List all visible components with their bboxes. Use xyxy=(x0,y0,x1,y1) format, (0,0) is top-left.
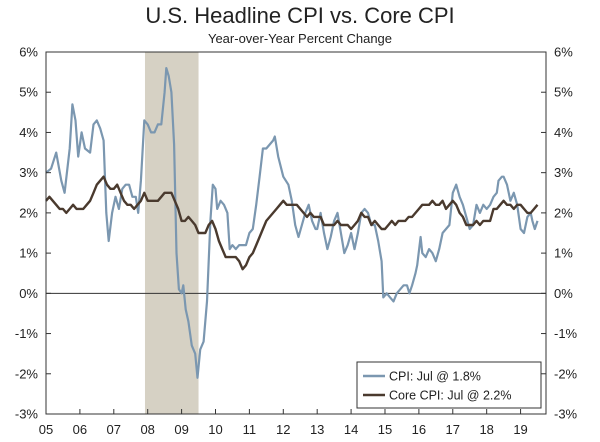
y-tick-label-left: 3% xyxy=(19,165,38,180)
x-tick-label: 13 xyxy=(310,422,324,437)
ticks-layer: -3% -3% -2% -2% -1% -1% 0% 0% 1% 1% 2% 2% 3% 3% 4% 4% 5%… xyxy=(15,45,578,438)
chart-subtitle: Year-over-Year Percent Change xyxy=(207,31,393,46)
x-tick-label: 07 xyxy=(107,422,121,437)
x-tick-label: 14 xyxy=(344,422,358,437)
x-tick-label: 17 xyxy=(446,422,460,437)
chart-title: U.S. Headline CPI vs. Core CPI xyxy=(145,3,455,28)
y-tick-label-left: 6% xyxy=(19,45,38,60)
y-tick-label-right: 5% xyxy=(554,85,573,100)
x-tick-label: 09 xyxy=(174,422,188,437)
x-tick-label: 10 xyxy=(208,422,222,437)
legend-box xyxy=(356,361,542,409)
y-tick-label-left: 4% xyxy=(19,125,38,140)
x-tick-label: 12 xyxy=(276,422,290,437)
y-tick-label-left: 1% xyxy=(19,246,38,261)
y-tick-label-left: 5% xyxy=(19,85,38,100)
y-tick-label-left: -2% xyxy=(15,366,39,381)
legend-label-0: CPI: Jul @ 1.8% xyxy=(389,370,481,384)
legend: CPI: Jul @ 1.8% Core CPI: Jul @ 2.2% xyxy=(356,361,542,409)
y-tick-label-right: -2% xyxy=(554,366,578,381)
y-tick-label-right: 0% xyxy=(554,286,573,301)
y-tick-label-right: 4% xyxy=(554,125,573,140)
y-tick-label-right: 6% xyxy=(554,45,573,60)
x-tick-label: 15 xyxy=(378,422,392,437)
y-tick-label-right: -1% xyxy=(554,326,578,341)
series-line-0 xyxy=(45,67,539,379)
legend-label-1: Core CPI: Jul @ 2.2% xyxy=(389,389,511,403)
series-line-1 xyxy=(45,175,539,271)
y-tick-label-left: -3% xyxy=(15,407,39,422)
y-tick-label-left: -1% xyxy=(15,326,39,341)
y-tick-label-right: 1% xyxy=(554,246,573,261)
x-tick-label: 11 xyxy=(243,422,257,437)
y-tick-label-right: 2% xyxy=(554,205,573,220)
y-tick-label-right: -3% xyxy=(554,407,578,422)
x-tick-label: 16 xyxy=(412,422,426,437)
x-tick-label: 05 xyxy=(39,422,53,437)
series-layer xyxy=(45,67,539,379)
y-tick-label-left: 2% xyxy=(19,205,38,220)
x-tick-label: 18 xyxy=(479,422,493,437)
y-tick-label-right: 3% xyxy=(554,165,573,180)
x-tick-label: 08 xyxy=(140,422,154,437)
x-tick-label: 06 xyxy=(73,422,87,437)
y-tick-label-left: 0% xyxy=(19,286,38,301)
x-tick-label: 19 xyxy=(513,422,527,437)
plot-frame xyxy=(45,51,547,415)
